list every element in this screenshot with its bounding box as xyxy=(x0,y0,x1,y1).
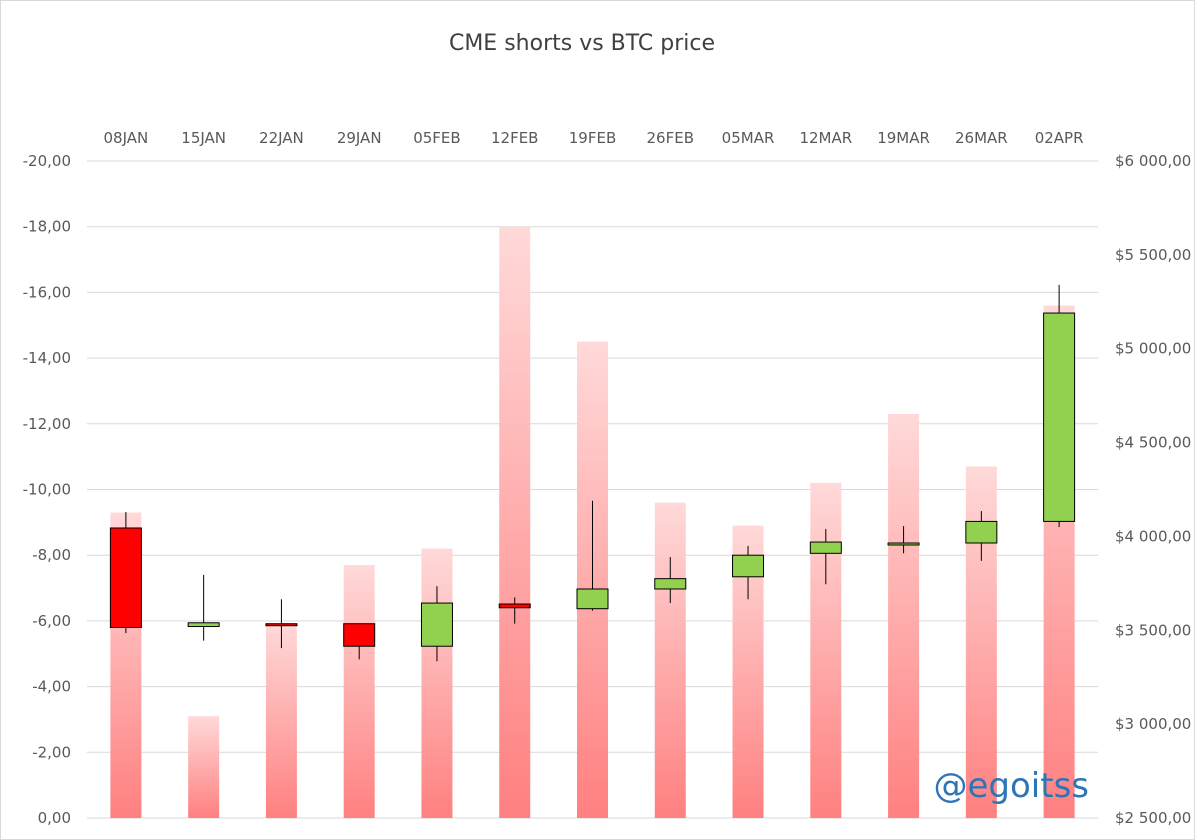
candle-body xyxy=(887,542,920,546)
category-label: 26MAR xyxy=(955,129,1008,147)
left-axis: -20,00 -18,00 -16,00 -14,00 -12,00 -10,00 -8,0… xyxy=(23,152,71,827)
candle-body xyxy=(576,588,609,610)
left-tick-label: -12,00 xyxy=(23,415,71,433)
left-tick-label: -10,00 xyxy=(23,481,71,499)
short-bar xyxy=(343,565,375,818)
left-tick-label: -20,00 xyxy=(23,152,71,170)
category-label: 26FEB xyxy=(647,129,694,147)
candle-body xyxy=(498,603,531,609)
candle-body xyxy=(420,602,453,647)
short-bar xyxy=(188,716,220,818)
chart-title: CME shorts vs BTC price xyxy=(449,31,715,56)
short-bar xyxy=(654,502,686,818)
category-label: 05MAR xyxy=(722,129,775,147)
right-tick-label: $3 500,00 xyxy=(1115,621,1191,639)
category-label: 15JAN xyxy=(181,129,226,147)
short-bar xyxy=(265,624,297,818)
category-label: 08JAN xyxy=(104,129,149,147)
category-label: 19MAR xyxy=(877,129,930,147)
left-tick-label: -2,00 xyxy=(32,743,71,761)
candle-body xyxy=(654,578,687,590)
category-label: 12MAR xyxy=(799,129,852,147)
right-tick-label: $3 000,00 xyxy=(1115,715,1191,733)
category-labels: 08JAN 15JAN 22JAN 29JAN 05FEB 12FEB 19FEB 26FEB… xyxy=(104,129,1084,147)
category-label: 05FEB xyxy=(413,129,460,147)
category-label: 22JAN xyxy=(259,129,304,147)
short-bar xyxy=(888,413,920,818)
right-tick-label: $6 000,00 xyxy=(1115,152,1191,170)
category-label: 12FEB xyxy=(491,129,538,147)
left-tick-label: -16,00 xyxy=(23,283,71,301)
right-tick-label: $5 000,00 xyxy=(1115,340,1191,358)
category-label: 02APR xyxy=(1035,129,1084,147)
left-tick-label: 0,00 xyxy=(38,809,71,827)
left-tick-label: -14,00 xyxy=(23,349,71,367)
left-tick-label: -8,00 xyxy=(32,546,71,564)
candle-body xyxy=(343,623,376,647)
candle-body xyxy=(809,541,842,554)
candle-body xyxy=(965,520,998,544)
left-tick-label: -4,00 xyxy=(32,678,71,696)
right-tick-label: $4 500,00 xyxy=(1115,434,1191,452)
right-axis: $6 000,00 $5 500,00 $5 000,00 $4 500,00 $4 0… xyxy=(1115,152,1191,827)
category-label: 19FEB xyxy=(569,129,616,147)
left-tick-label: -6,00 xyxy=(32,612,71,630)
candle-body xyxy=(732,554,765,578)
candle-body xyxy=(265,623,298,627)
category-label: 29JAN xyxy=(337,129,382,147)
candle-body xyxy=(1043,312,1076,522)
candle-layer xyxy=(109,284,1076,662)
short-bar xyxy=(499,226,531,818)
candle-body xyxy=(109,527,142,628)
candle-body xyxy=(187,622,220,628)
right-tick-label: $2 500,00 xyxy=(1115,809,1191,827)
left-tick-label: -18,00 xyxy=(23,218,71,236)
right-tick-label: $5 500,00 xyxy=(1115,246,1191,264)
right-tick-label: $4 000,00 xyxy=(1115,527,1191,545)
watermark-text: @egoitss xyxy=(933,766,1089,806)
